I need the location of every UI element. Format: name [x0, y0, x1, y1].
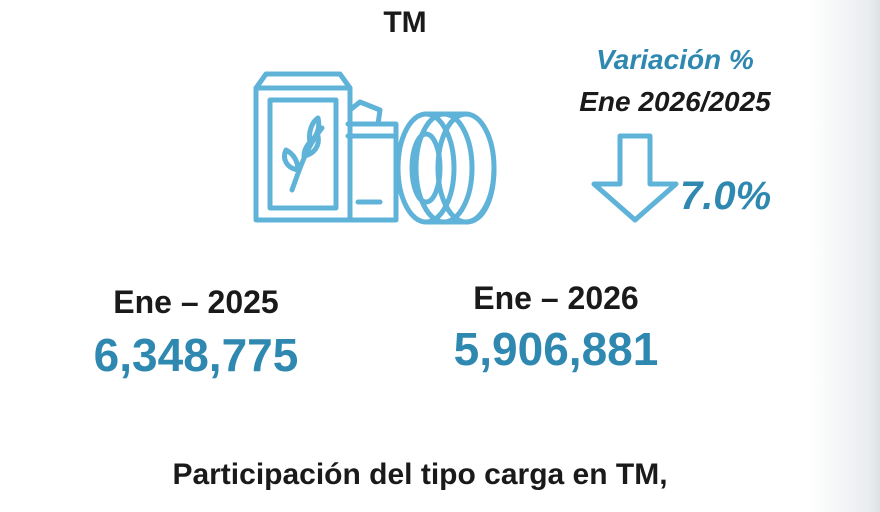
section-subtitle-cut — [80, 498, 760, 512]
period-label-2026: Ene – 2026 — [473, 280, 639, 316]
period-label-2025: Ene – 2025 — [113, 284, 279, 320]
section-title: Participación del tipo carga en TM, — [172, 458, 668, 491]
right-edge-fade — [810, 0, 880, 512]
cargo-goods-icon — [253, 71, 497, 225]
period-value-2026: 5,906,881 — [453, 323, 659, 375]
variation-label: Variación % — [596, 44, 754, 75]
unit-title: TM — [383, 6, 427, 39]
arrow-down-icon — [591, 133, 679, 223]
variation-period: Ene 2026/2025 — [579, 86, 771, 117]
period-value-2025: 6,348,775 — [93, 329, 299, 381]
variation-value: 7.0% — [680, 174, 772, 218]
